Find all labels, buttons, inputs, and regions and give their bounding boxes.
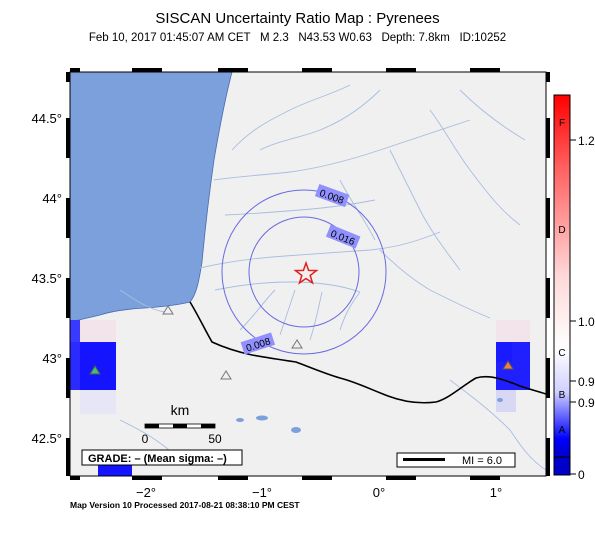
event-location: N43.53 W0.63 bbox=[298, 32, 372, 44]
lon-tick-label: −1° bbox=[252, 485, 272, 500]
lat-tick-label: 42.5° bbox=[31, 431, 62, 446]
map-title: SISCAN Uncertainty Ratio Map : Pyrenees bbox=[155, 10, 440, 27]
svg-text:km: km bbox=[171, 402, 190, 418]
uncertainty-contours bbox=[221, 189, 387, 355]
event-info: Feb 10, 2017 01:45:07 AM CET M 2.3 N43.5… bbox=[0, 32, 595, 44]
colorbar-value: 0.9 bbox=[578, 396, 595, 410]
colorbar-grade: C bbox=[558, 348, 565, 359]
colorbar: 1.2 1.0 0.9 0.9 0 F D C B A bbox=[553, 94, 595, 482]
station-triangle-icon bbox=[502, 360, 514, 370]
map-frame bbox=[66, 68, 550, 480]
lat-tick-labels: 44.5° 44° 43.5° 43° 42.5° bbox=[31, 111, 62, 446]
colorbar-grade: F bbox=[559, 118, 565, 129]
event-depth: Depth: 7.8km bbox=[381, 32, 450, 44]
colorbar-value: 0.9 bbox=[578, 375, 595, 389]
svg-text:50: 50 bbox=[208, 432, 222, 446]
map-panel: 0.008 0.016 0.008 km 0 50 bbox=[70, 72, 546, 476]
station-triangle-icon bbox=[220, 370, 232, 380]
svg-text:GRADE: – (Mean sigma: –): GRADE: – (Mean sigma: –) bbox=[88, 453, 227, 465]
lon-tick-labels: −2° −1° 0° 1° bbox=[136, 485, 502, 500]
lon-tick-label: 1° bbox=[490, 485, 502, 500]
station-triangle-icon bbox=[162, 305, 174, 315]
lat-tick-label: 44° bbox=[42, 191, 62, 206]
station-triangle-icon bbox=[89, 365, 101, 375]
sea-area bbox=[70, 72, 233, 323]
scale-bar: km 0 50 bbox=[142, 402, 222, 446]
uncertainty-cells bbox=[70, 320, 530, 476]
lakes bbox=[236, 398, 503, 433]
lon-tick-label: 0° bbox=[373, 485, 385, 500]
map-footer: Map Version 10 Processed 2017-08-21 08:3… bbox=[70, 500, 300, 510]
colorbar-grade: A bbox=[559, 425, 566, 436]
station-triangle-icon bbox=[291, 339, 303, 349]
epicenter-star-icon bbox=[293, 260, 319, 285]
mi-legend: MI = 6.0 bbox=[396, 452, 516, 468]
lat-tick-label: 44.5° bbox=[31, 111, 62, 126]
colorbar-value: 1.0 bbox=[578, 315, 595, 329]
colorbar-value: 0 bbox=[578, 468, 585, 482]
svg-text:MI = 6.0: MI = 6.0 bbox=[462, 455, 502, 467]
country-border bbox=[189, 301, 546, 404]
lon-tick-label: −2° bbox=[136, 485, 156, 500]
event-magnitude: M 2.3 bbox=[259, 32, 289, 44]
grade-box: GRADE: – (Mean sigma: –) bbox=[81, 449, 243, 466]
event-id: ID:10252 bbox=[459, 32, 507, 44]
stations bbox=[89, 305, 514, 380]
lat-tick-label: 43.5° bbox=[31, 271, 62, 286]
colorbar-grade: D bbox=[558, 225, 565, 236]
colorbar-grade: B bbox=[559, 390, 566, 401]
colorbar-value: 1.2 bbox=[578, 134, 595, 148]
rivers bbox=[119, 84, 546, 471]
lat-tick-label: 43° bbox=[42, 351, 62, 366]
event-date: Feb 10, 2017 01:45:07 AM CET bbox=[88, 32, 251, 44]
svg-text:0: 0 bbox=[142, 432, 149, 446]
